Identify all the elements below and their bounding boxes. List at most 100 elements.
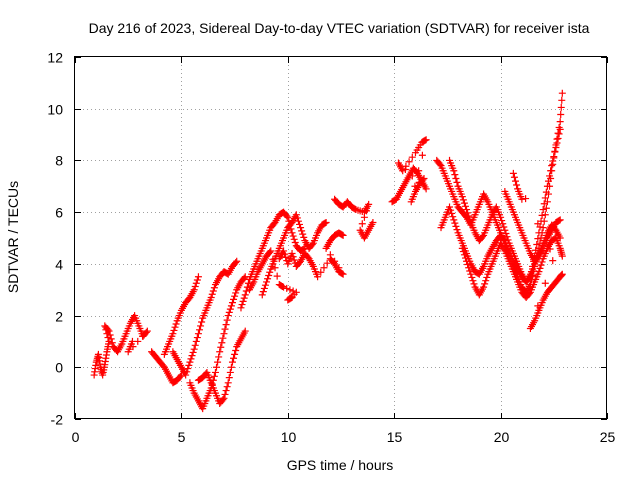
data-point: [104, 326, 112, 334]
data-point: [171, 323, 179, 331]
data-point: [221, 390, 229, 398]
y-tick-label: 6: [55, 205, 63, 221]
data-point: [194, 273, 202, 281]
data-point: [420, 175, 428, 183]
data-point: [465, 212, 473, 220]
data-point: [143, 327, 151, 335]
data-point: [266, 248, 274, 256]
data-point: [466, 215, 474, 223]
data-point: [317, 268, 325, 276]
y-tick-label: -2: [51, 412, 64, 428]
data-point: [539, 224, 547, 232]
data-point: [292, 211, 300, 219]
data-point: [208, 290, 216, 298]
data-point: [232, 289, 240, 297]
data-point: [419, 176, 427, 184]
data-point: [533, 240, 541, 248]
data-point: [547, 167, 555, 175]
data-point: [222, 321, 230, 329]
data-point: [193, 334, 201, 342]
data-point: [365, 200, 373, 208]
data-point: [265, 271, 273, 279]
series-late-d: [458, 234, 566, 301]
data-point: [226, 305, 234, 313]
data-point: [266, 268, 274, 276]
data-point: [539, 206, 547, 214]
data-point: [553, 139, 561, 147]
data-point: [288, 293, 296, 301]
data-point: [513, 181, 521, 189]
y-tick-labels: -2 0 2 4 6 8 10 12: [47, 50, 63, 428]
data-point: [557, 111, 565, 119]
data-point: [483, 273, 491, 281]
series-mid-c: [275, 229, 347, 281]
data-point: [541, 279, 549, 287]
data-point: [240, 294, 248, 302]
data-point: [260, 284, 268, 292]
data-point: [284, 213, 292, 221]
data-point: [549, 257, 557, 265]
data-point: [191, 341, 199, 349]
data-point: [263, 278, 271, 286]
data-point: [552, 144, 560, 151]
data-point: [467, 270, 475, 278]
data-point: [482, 277, 490, 285]
data-point: [537, 261, 545, 269]
data-point: [555, 130, 563, 138]
data-point: [210, 372, 218, 380]
data-point: [321, 219, 329, 227]
data-point: [183, 368, 191, 376]
data-point: [278, 282, 286, 290]
data-point: [188, 352, 196, 360]
data-point: [283, 284, 291, 292]
data-point: [170, 326, 178, 334]
data-point: [142, 328, 150, 336]
data-point: [453, 178, 461, 186]
data-point: [207, 293, 215, 301]
data-point: [468, 273, 476, 281]
data-point: [232, 346, 240, 354]
data-point: [546, 245, 554, 253]
data-point: [463, 257, 471, 265]
data-point: [286, 286, 294, 294]
data-point: [480, 283, 488, 291]
data-point: [242, 287, 250, 295]
data-point: [358, 220, 366, 228]
data-point: [466, 267, 474, 275]
data-point: [402, 162, 410, 170]
data-point: [291, 239, 299, 247]
data-point: [193, 276, 201, 284]
data-point: [405, 158, 413, 166]
data-point: [227, 302, 235, 310]
data-point: [224, 379, 232, 387]
data-point: [232, 259, 240, 267]
data-point: [287, 294, 295, 302]
data-point: [105, 327, 113, 335]
data-point: [543, 182, 551, 190]
data-point: [447, 206, 455, 214]
data-point: [540, 200, 548, 208]
data-point: [461, 202, 469, 210]
axis-ticks: [75, 57, 608, 420]
data-point: [469, 277, 477, 285]
data-point: [415, 167, 423, 175]
data-point: [233, 257, 241, 265]
data-point: [541, 211, 549, 219]
data-point: [322, 218, 330, 226]
data-point: [300, 245, 308, 253]
data-point: [240, 274, 248, 282]
data-point: [534, 235, 542, 243]
data-point: [452, 222, 460, 230]
data-point: [269, 255, 277, 263]
data-point: [558, 89, 566, 97]
data-point: [214, 358, 222, 366]
data-point: [194, 330, 202, 338]
data-point: [215, 353, 223, 361]
data-point: [535, 229, 543, 237]
data-point: [216, 348, 224, 356]
data-point: [314, 273, 322, 281]
data-point: [106, 331, 114, 339]
data-point: [289, 287, 297, 295]
data-point: [241, 291, 249, 299]
data-point: [446, 203, 454, 211]
